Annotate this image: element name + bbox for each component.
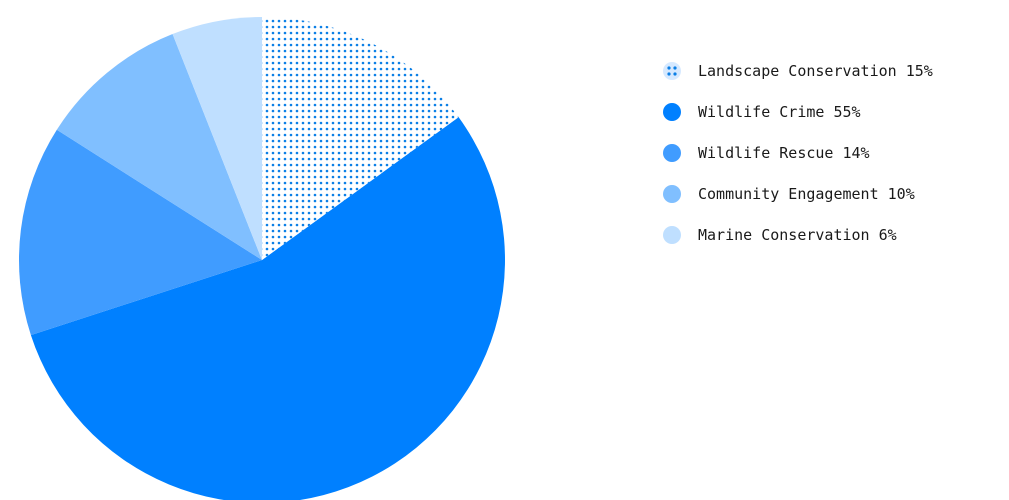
legend-item-wildlife-crime: Wildlife Crime 55% — [662, 91, 933, 132]
chart-legend: Landscape Conservation 15% Wildlife Crime… — [662, 50, 933, 255]
legend-label: Wildlife Rescue 14% — [698, 143, 870, 162]
pie-slice-wildlife-rescue — [18, 129, 262, 336]
legend-label: Wildlife Crime 55% — [698, 102, 861, 121]
pie-slice-wildlife-crime — [30, 117, 505, 500]
legend-swatch-wildlife-crime — [663, 102, 681, 121]
legend-label: Marine Conservation 6% — [698, 225, 897, 244]
legend-swatch-community-engagement — [663, 184, 681, 203]
pie-slice-community-engagement — [56, 34, 262, 261]
legend-swatch-wildlife-rescue — [663, 143, 681, 162]
legend-swatch-landscape-conservation — [663, 61, 681, 80]
legend-swatch-marine-conservation — [663, 225, 681, 244]
pie-slice-landscape-conservation — [262, 17, 459, 260]
legend-label: Landscape Conservation 15% — [698, 61, 933, 80]
legend-item-landscape-conservation: Landscape Conservation 15% — [662, 50, 933, 91]
legend-label: Community Engagement 10% — [698, 184, 915, 203]
pie-slice-marine-conservation — [172, 17, 262, 260]
pie-slices — [18, 17, 505, 500]
legend-item-marine-conservation: Marine Conservation 6% — [662, 214, 933, 255]
legend-item-wildlife-rescue: Wildlife Rescue 14% — [662, 132, 933, 173]
legend-item-community-engagement: Community Engagement 10% — [662, 173, 933, 214]
